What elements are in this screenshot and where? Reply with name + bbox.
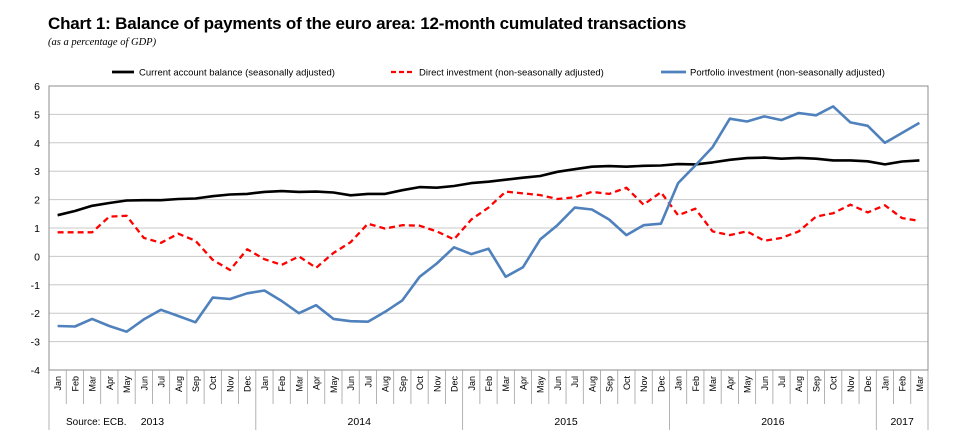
month-label: Jul	[363, 376, 373, 388]
month-label: Jul	[570, 376, 580, 388]
month-label: Jan	[53, 376, 63, 391]
y-tick-label: 0	[34, 251, 40, 263]
month-label: Mar	[501, 376, 511, 392]
month-label: Feb	[691, 376, 701, 392]
y-tick-label: -2	[31, 308, 40, 320]
chart-title: Chart 1: Balance of payments of the euro…	[48, 14, 687, 33]
month-label: Aug	[174, 376, 184, 392]
month-label: Oct	[829, 376, 839, 391]
month-label: Apr	[312, 376, 322, 390]
month-label: Jun	[139, 376, 149, 391]
year-label: 2013	[141, 416, 165, 428]
month-label: May	[122, 376, 132, 394]
month-label: Mar	[915, 376, 925, 392]
month-label: Jun	[553, 376, 563, 391]
month-label: Feb	[898, 376, 908, 392]
month-label: Jul	[777, 376, 787, 388]
year-label: 2014	[348, 416, 372, 428]
month-label: Dec	[450, 376, 460, 393]
month-label: Aug	[587, 376, 597, 392]
month-label: Jun	[760, 376, 770, 391]
month-label: Jul	[157, 376, 167, 388]
month-label: Dec	[656, 376, 666, 393]
month-label: Dec	[863, 376, 873, 393]
month-label: Apr	[725, 376, 735, 390]
month-label: May	[536, 376, 546, 394]
y-tick-label: 1	[34, 223, 40, 235]
year-label: 2016	[761, 416, 785, 428]
month-label: Aug	[794, 376, 804, 392]
month-label: Jan	[880, 376, 890, 391]
month-label: Jan	[674, 376, 684, 391]
month-label: Nov	[225, 376, 235, 393]
month-label: May	[743, 376, 753, 394]
month-label: Oct	[415, 376, 425, 391]
chart-subtitle: (as a percentage of GDP)	[48, 37, 157, 48]
month-label: Nov	[432, 376, 442, 393]
y-tick-label: 2	[34, 195, 40, 207]
y-tick-label: -4	[31, 365, 40, 377]
series-line-2	[57, 186, 920, 272]
month-label: Aug	[381, 376, 391, 392]
legend-label: Current account balance (seasonally adju…	[139, 68, 335, 79]
month-label: Feb	[70, 376, 80, 392]
month-label: Feb	[277, 376, 287, 392]
y-tick-label: -3	[31, 337, 40, 349]
month-label: Feb	[484, 376, 494, 392]
month-label: Sep	[398, 376, 408, 392]
month-label: Apr	[105, 376, 115, 390]
series-line-3	[57, 105, 921, 334]
source-note: Source: ECB.	[66, 417, 127, 428]
plot-area	[48, 85, 929, 371]
year-label: 2017	[890, 416, 914, 428]
month-label: Oct	[622, 376, 632, 391]
month-label: Jan	[260, 376, 270, 391]
month-label: Sep	[811, 376, 821, 392]
month-label: Dec	[243, 376, 253, 393]
month-label: Nov	[639, 376, 649, 393]
legend-label: Direct investment (non-seasonally adjust…	[419, 68, 604, 79]
month-label: Mar	[88, 376, 98, 392]
month-label: Jun	[346, 376, 356, 391]
month-label: Mar	[708, 376, 718, 392]
y-tick-label: 4	[34, 138, 40, 150]
y-tick-label: -1	[31, 280, 40, 292]
month-label: Nov	[846, 376, 856, 393]
month-label: Mar	[294, 376, 304, 392]
month-label: Sep	[605, 376, 615, 392]
series-line-1	[57, 156, 920, 217]
y-tick-label: 3	[34, 166, 40, 178]
y-tick-label: 5	[34, 109, 40, 121]
month-label: Apr	[518, 376, 528, 390]
year-label: 2015	[554, 416, 578, 428]
month-label: Sep	[191, 376, 201, 392]
legend-label: Portfolio investment (non-seasonally adj…	[690, 68, 885, 79]
month-label: Oct	[208, 376, 218, 391]
month-label: Jan	[467, 376, 477, 391]
month-label: May	[329, 376, 339, 394]
y-tick-label: 6	[34, 81, 40, 93]
